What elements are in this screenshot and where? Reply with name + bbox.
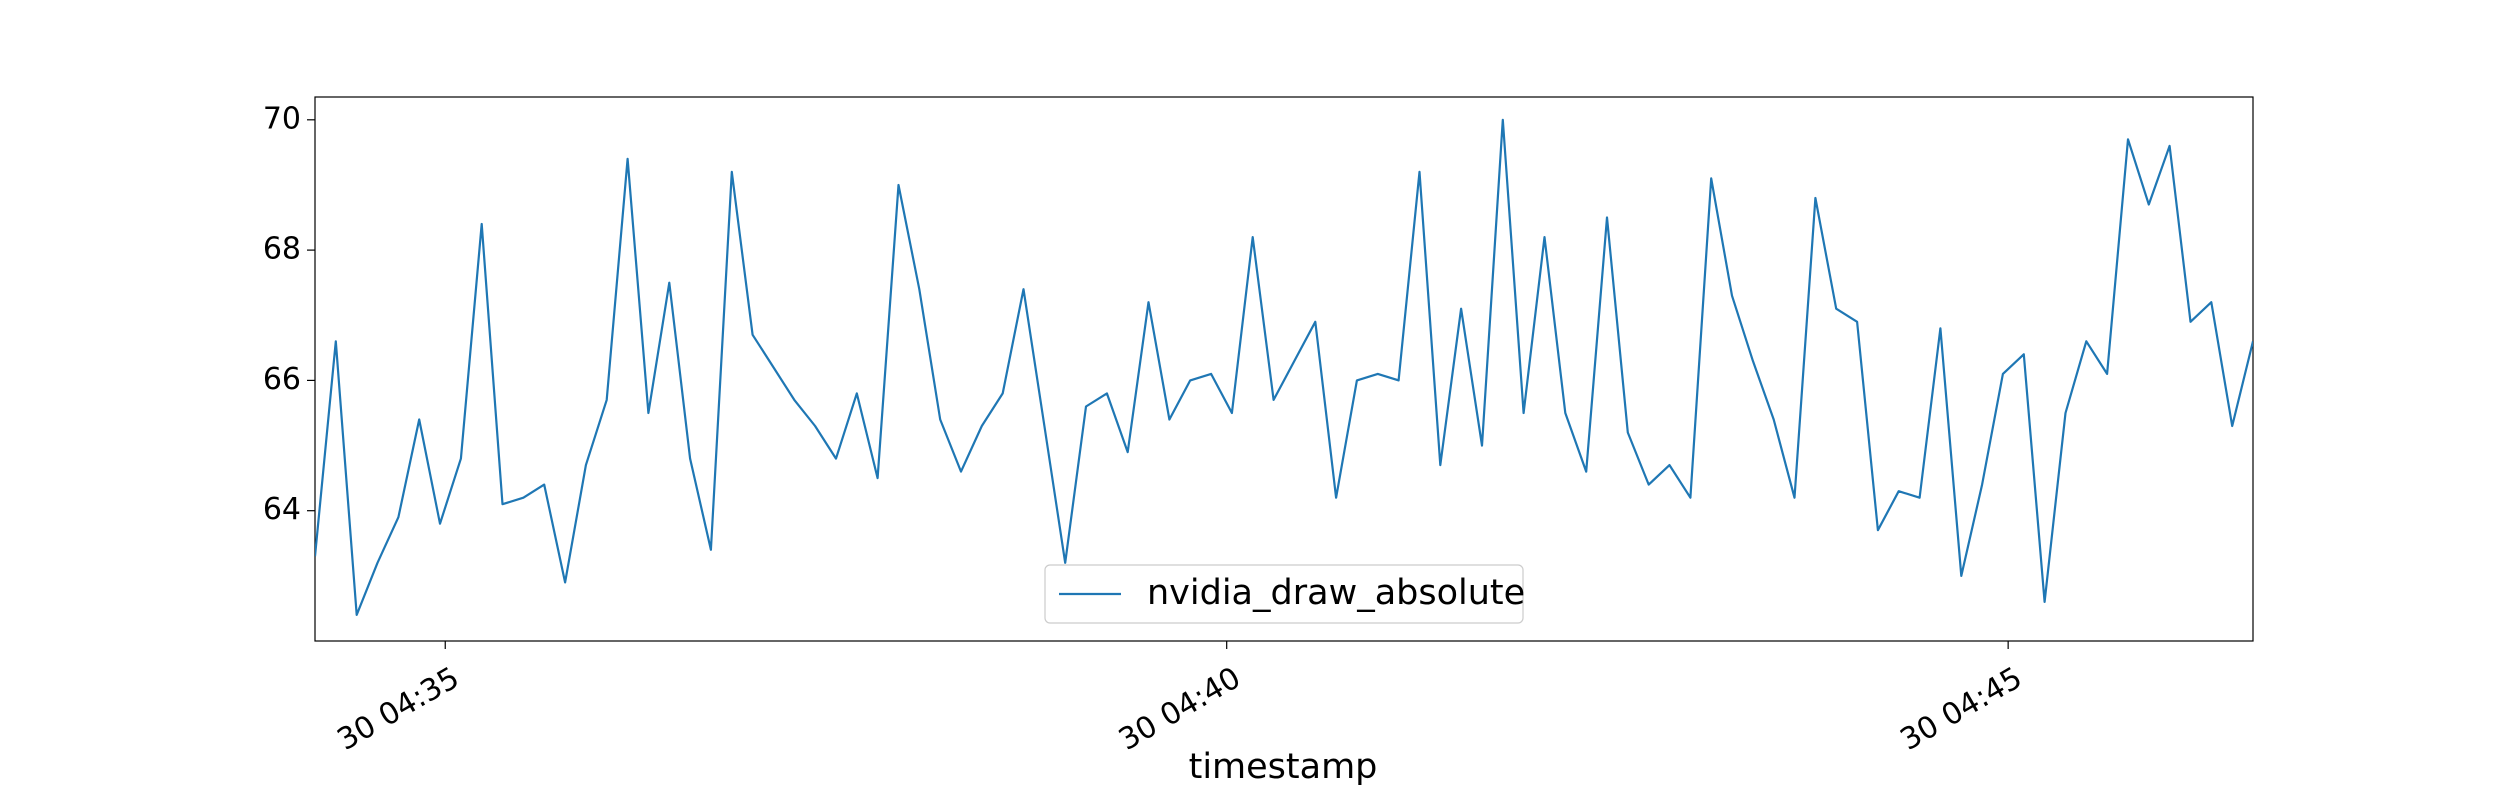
y-tick-label: 64 [263, 492, 301, 527]
legend-box [1044, 564, 1524, 624]
y-tick-label: 70 [263, 101, 301, 136]
x-tick-label: 30 04:40 [1113, 660, 1247, 757]
x-tick-label: 30 04:45 [1894, 660, 2028, 757]
series-line-nvidia_draw_absolute [315, 118, 2253, 617]
x-tick-label: 30 04:35 [332, 660, 466, 757]
legend-label: nvidia_draw_absolute [1147, 573, 1525, 613]
plot-area [314, 96, 2254, 642]
x-axis-label: timestamp [1189, 747, 1378, 787]
y-tick-label: 68 [263, 232, 301, 267]
x-axis-ticks: 30 04:35 30 04:40 30 04:45 [332, 641, 2028, 758]
legend: nvidia_draw_absolute [1044, 564, 1525, 624]
y-axis-ticks: 64 66 68 70 [263, 101, 315, 527]
y-tick-label: 66 [263, 362, 301, 397]
plot-frame [314, 96, 2254, 642]
